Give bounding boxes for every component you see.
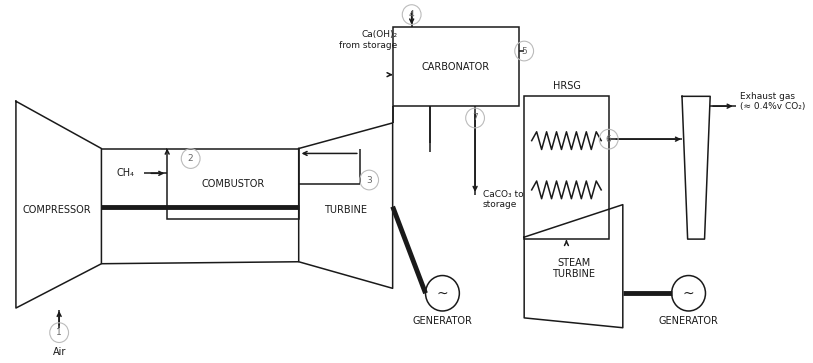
Text: 4: 4 [409, 10, 415, 19]
Text: TURBINE: TURBINE [324, 205, 367, 215]
Text: Ca(OH)₂
from storage: Ca(OH)₂ from storage [339, 30, 398, 50]
Text: STEAM
TURBINE: STEAM TURBINE [553, 258, 595, 280]
Text: CH₄: CH₄ [116, 168, 134, 178]
Bar [524, 96, 609, 239]
Text: Air: Air [53, 347, 66, 358]
Text: ~: ~ [437, 286, 448, 300]
Polygon shape [524, 205, 623, 328]
Text: 1: 1 [56, 328, 62, 337]
Text: CaCO₃ to
storage: CaCO₃ to storage [483, 190, 524, 209]
Polygon shape [16, 101, 102, 308]
Text: ~: ~ [683, 286, 694, 300]
Polygon shape [298, 123, 393, 288]
Text: COMBUSTOR: COMBUSTOR [202, 179, 264, 189]
Text: GENERATOR: GENERATOR [412, 316, 472, 326]
Text: 2: 2 [188, 154, 193, 163]
Bar [167, 148, 298, 219]
Text: 6: 6 [606, 135, 611, 144]
Text: Exhaust gas
(≈ 0.4%v CO₂): Exhaust gas (≈ 0.4%v CO₂) [741, 91, 806, 111]
Text: COMPRESSOR: COMPRESSOR [23, 205, 92, 215]
Bar [393, 27, 520, 106]
Text: GENERATOR: GENERATOR [659, 316, 719, 326]
Text: 5: 5 [521, 46, 527, 56]
Polygon shape [682, 96, 711, 239]
Text: 3: 3 [367, 176, 372, 184]
Text: CARBONATOR: CARBONATOR [422, 62, 490, 72]
Text: 7: 7 [472, 114, 478, 122]
Text: HRSG: HRSG [553, 81, 580, 91]
